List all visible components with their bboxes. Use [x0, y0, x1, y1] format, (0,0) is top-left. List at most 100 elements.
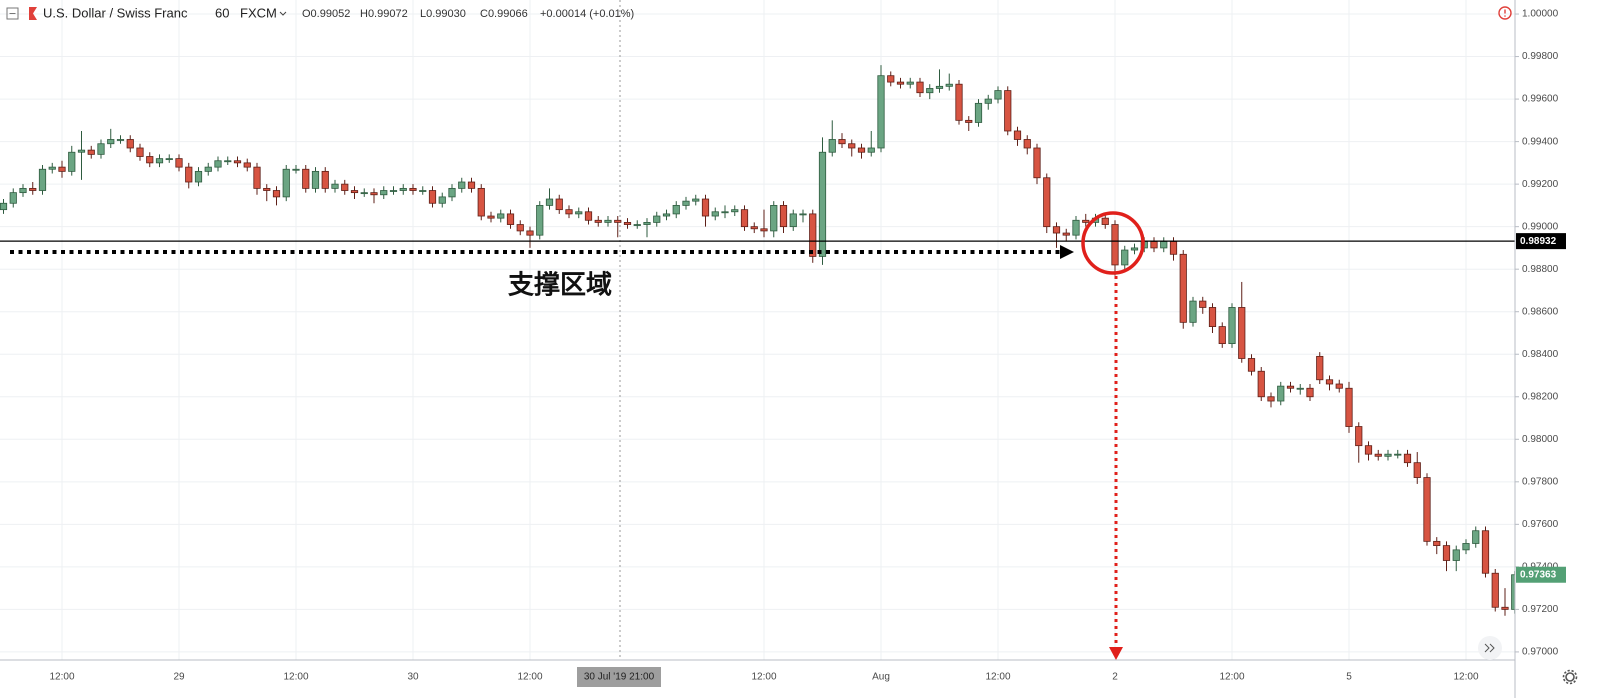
candle-body: [935, 85, 944, 89]
x-tick-label: 12:00: [49, 672, 74, 683]
candle-body: [1481, 530, 1490, 574]
candle-body: [974, 102, 983, 123]
candle-body: [1501, 606, 1509, 610]
x-tick-label: 29: [173, 672, 185, 683]
candle-body: [575, 211, 583, 215]
candle-body: [467, 181, 476, 189]
candle-body: [1082, 219, 1090, 223]
candle-body: [1355, 426, 1363, 447]
y-tick-label: 0.97800: [1522, 476, 1559, 487]
collapse-icon[interactable]: [6, 7, 19, 20]
candle-body: [770, 204, 778, 232]
candle-body: [311, 170, 320, 189]
change: +0.00014 (+0.01%): [540, 8, 634, 20]
candle-body: [604, 219, 612, 223]
candle-body: [1472, 530, 1480, 544]
candle-body: [672, 204, 680, 215]
candle-body: [877, 75, 885, 149]
candle-body: [77, 149, 86, 153]
candle-body: [1179, 253, 1187, 323]
candle-body: [29, 187, 37, 191]
scroll-button[interactable]: [1478, 636, 1502, 660]
symbol-title: U.S. Dollar / Swiss Franc: [43, 5, 188, 20]
candle-body: [1121, 249, 1129, 266]
x-tick-label: 12:00: [985, 672, 1010, 683]
symbol-flag: [29, 7, 37, 20]
candle-body: [1335, 383, 1343, 389]
candle-body: [506, 213, 515, 225]
alert-icon[interactable]: [1498, 6, 1512, 20]
candle-body: [526, 230, 534, 236]
candle-body: [243, 162, 251, 168]
candle-body: [614, 219, 622, 223]
candle-body: [1286, 385, 1295, 389]
x-tick-label: Aug: [872, 672, 890, 683]
y-tick-label: 0.99200: [1522, 179, 1559, 190]
candle-body: [97, 143, 105, 155]
candle-body: [1316, 355, 1324, 381]
candle-body: [965, 119, 973, 123]
source-dropdown[interactable]: [279, 11, 287, 16]
candle-body: [1452, 549, 1460, 561]
candle-body: [194, 170, 203, 183]
candle-body: [516, 224, 524, 232]
x-tick-label: 12:00: [1453, 672, 1478, 683]
scroll-icon-1: [1484, 643, 1490, 653]
candle-body: [906, 81, 914, 85]
candle-body: [594, 219, 602, 223]
candle-body: [1364, 445, 1373, 455]
candle-body: [682, 200, 690, 206]
candle-body: [1433, 540, 1441, 547]
candle-body: [1423, 477, 1431, 542]
candle-body: [1218, 326, 1226, 345]
candle-body: [721, 211, 729, 214]
candle-body: [477, 187, 485, 217]
candle-body: [165, 158, 173, 161]
candle-body: [1004, 90, 1012, 132]
y-tick-label: 0.98600: [1522, 306, 1559, 317]
candle-body: [662, 213, 671, 217]
candle-body: [233, 160, 242, 164]
candle-body: [536, 204, 544, 236]
x-tick-label: 12:00: [517, 672, 542, 683]
candle-body: [818, 151, 827, 257]
candle-body: [799, 213, 807, 216]
interval: 60: [215, 5, 229, 20]
y-tick-label: 0.98400: [1522, 349, 1559, 360]
candle-body: [282, 168, 290, 198]
candle-body: [292, 168, 300, 171]
candle-body: [1442, 545, 1451, 561]
candle-body: [116, 139, 125, 141]
candle-body: [731, 209, 739, 213]
candle-body: [458, 181, 466, 189]
candle-body: [1267, 396, 1275, 402]
candle-body: [409, 187, 417, 191]
candle-body: [1101, 217, 1109, 225]
candle-body: [565, 209, 573, 215]
candle-body: [1150, 241, 1158, 249]
candle-body: [321, 170, 329, 189]
y-tick-label: 0.99000: [1522, 221, 1559, 232]
candle-body: [107, 139, 115, 145]
candle-body: [916, 81, 924, 94]
candle-body: [740, 209, 749, 228]
ohlc-high: H0.99072: [360, 8, 408, 20]
candle-body: [896, 81, 905, 85]
candle-body: [1491, 572, 1499, 608]
crosshair-label: 30 Jul '19 21:00: [584, 672, 655, 683]
candle-body: [126, 139, 134, 149]
candle-body: [1160, 241, 1168, 249]
source[interactable]: FXCM: [240, 5, 277, 20]
candle-body: [1033, 147, 1041, 179]
y-tick-label: 0.97000: [1522, 647, 1559, 658]
x-tick-label: 5: [1346, 672, 1352, 683]
grid: [0, 0, 1515, 660]
settings-icon[interactable]: [1565, 672, 1575, 682]
candle-body: [380, 190, 388, 196]
x-tick-label: 2: [1112, 672, 1118, 683]
candle-body: [204, 166, 212, 172]
candle-body: [1413, 462, 1421, 478]
candle-body: [1208, 307, 1217, 327]
candle-body: [1052, 226, 1061, 234]
